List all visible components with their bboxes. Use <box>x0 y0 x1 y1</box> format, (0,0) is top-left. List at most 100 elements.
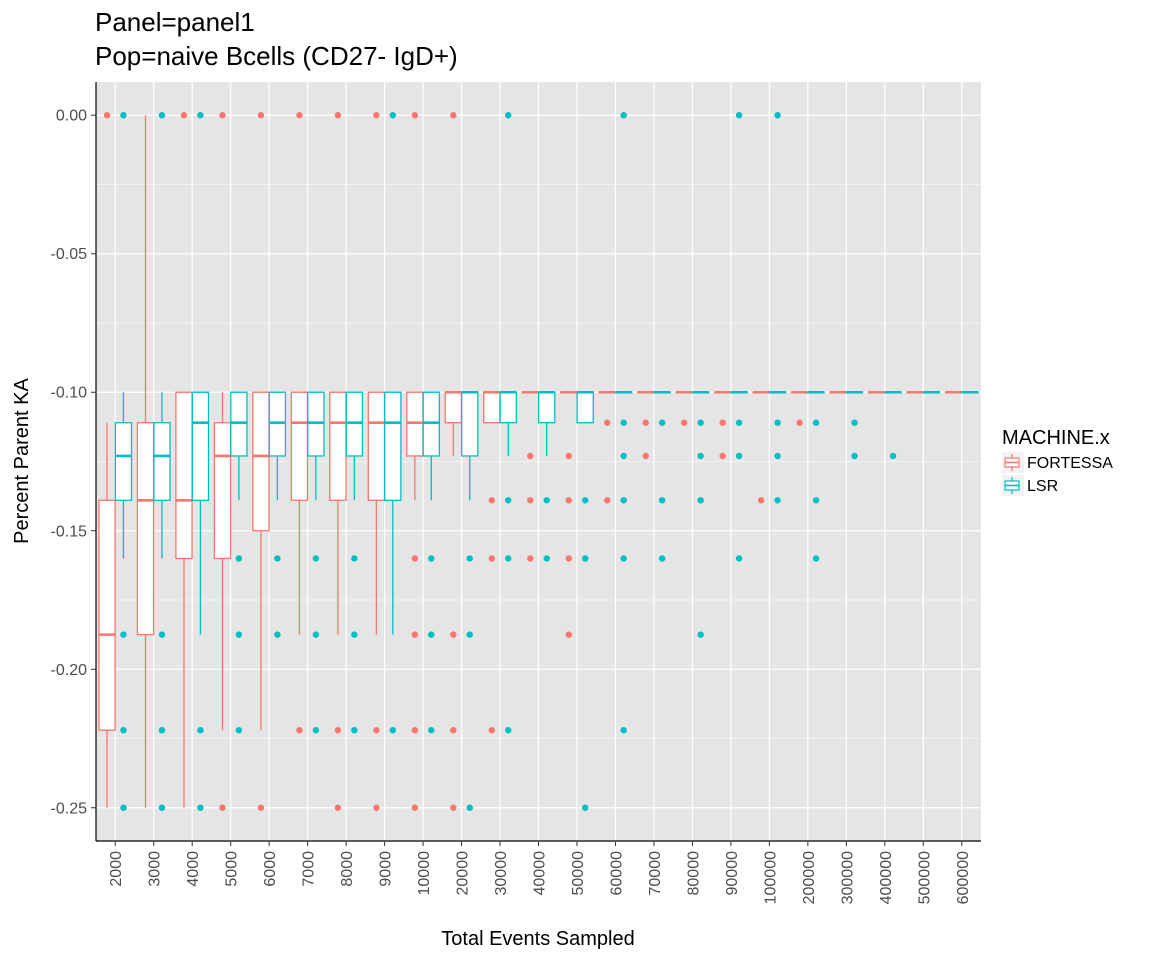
outlier-lsr <box>889 452 897 460</box>
x-tick-label: 90000 <box>724 851 741 896</box>
outlier-lsr <box>505 555 512 562</box>
box-lsr-4000 <box>191 391 210 635</box>
box-iqr <box>499 391 517 424</box>
outlier-lsr <box>120 631 127 638</box>
outlier-fortessa <box>565 555 572 562</box>
outlier-lsr <box>774 419 781 426</box>
outlier-fortessa <box>604 497 611 504</box>
x-tick-label: 100000 <box>762 851 779 904</box>
box-lsr-70000 <box>653 390 671 394</box>
outlier-fortessa <box>334 804 342 811</box>
box-lsr-8000 <box>345 391 364 501</box>
box-iqr <box>213 422 232 560</box>
box-lsr-90000 <box>730 390 748 394</box>
outlier-fortessa <box>488 726 496 734</box>
x-tick-label: 5000 <box>224 851 241 887</box>
outlier-fortessa <box>334 726 342 734</box>
legend-label-lsr: LSR <box>1027 478 1058 495</box>
x-tick-label: 600000 <box>955 851 972 904</box>
y-tick-label: -0.20 <box>51 662 88 679</box>
box-fortessa-30000 <box>483 390 501 424</box>
x-tick-label: 60000 <box>608 851 625 896</box>
outlier-lsr <box>581 497 589 504</box>
outlier-fortessa <box>680 419 688 426</box>
x-tick-label: 6000 <box>262 851 279 887</box>
box-lsr-10000 <box>422 391 441 501</box>
box-iqr <box>345 391 364 457</box>
box-iqr <box>406 391 424 457</box>
box-lsr-50000 <box>576 390 594 424</box>
outlier-fortessa <box>604 419 611 426</box>
box-fortessa-70000 <box>636 390 655 394</box>
outlier-fortessa <box>219 112 226 119</box>
outlier-fortessa <box>488 497 496 504</box>
outlier-lsr <box>735 452 743 460</box>
box-fortessa-5000 <box>213 392 232 731</box>
outlier-lsr <box>389 112 397 119</box>
outlier-lsr <box>697 631 704 638</box>
box-iqr <box>230 391 248 457</box>
outlier-lsr <box>812 419 820 426</box>
outlier-lsr <box>620 419 627 426</box>
x-tick-label: 400000 <box>878 851 895 904</box>
outlier-lsr <box>581 804 589 811</box>
box-fortessa-2000 <box>98 422 116 808</box>
outlier-lsr <box>505 497 512 504</box>
x-tick-label: 300000 <box>839 851 856 904</box>
box-lsr-9000 <box>384 391 402 635</box>
box-plots <box>98 115 979 808</box>
y-axis-ticks: 0.00 -0.05 -0.10 -0.15 -0.20 -0.25 <box>51 108 96 817</box>
outlier-lsr <box>697 452 704 460</box>
outlier-fortessa <box>450 631 457 638</box>
outlier-fortessa <box>296 726 303 734</box>
box-lsr-300000 <box>845 390 864 394</box>
outlier-fortessa <box>450 112 457 119</box>
outlier-lsr <box>658 497 666 504</box>
outlier-fortessa <box>450 726 457 734</box>
outlier-lsr <box>620 497 627 504</box>
box-iqr <box>307 391 325 457</box>
box-lsr-5000 <box>230 391 248 501</box>
x-tick-label: 2000 <box>108 851 125 887</box>
y-tick-label: -0.15 <box>51 523 88 540</box>
outlier-lsr <box>620 555 627 562</box>
outlier-lsr <box>197 112 204 119</box>
outlier-lsr <box>197 726 204 734</box>
outlier-lsr <box>466 804 473 811</box>
outlier-lsr <box>351 555 358 562</box>
outlier-lsr <box>428 726 435 734</box>
box-lsr-500000 <box>922 390 941 394</box>
outlier-fortessa <box>565 631 572 638</box>
x-tick-label: 50000 <box>570 851 587 896</box>
outlier-lsr <box>235 726 243 734</box>
box-iqr <box>444 391 463 424</box>
outlier-lsr <box>158 112 166 119</box>
outlier-lsr <box>620 726 627 734</box>
outlier-lsr <box>428 631 435 638</box>
box-fortessa-60000 <box>598 390 616 394</box>
outlier-lsr <box>312 726 320 734</box>
outlier-lsr <box>774 112 781 119</box>
outlier-fortessa <box>565 497 572 504</box>
x-tick-label: 80000 <box>685 851 702 896</box>
legend-item-lsr: LSR <box>1002 475 1058 496</box>
y-tick-label: -0.25 <box>51 800 88 817</box>
box-iqr <box>136 422 155 636</box>
outlier-fortessa <box>219 804 226 811</box>
outlier-lsr <box>620 112 627 119</box>
box-iqr <box>191 391 210 501</box>
outlier-fortessa <box>642 452 649 460</box>
box-lsr-3000 <box>153 392 171 559</box>
outlier-lsr <box>620 452 627 460</box>
box-iqr <box>384 391 402 501</box>
outlier-lsr <box>812 555 820 562</box>
box-lsr-200000 <box>807 390 825 394</box>
outlier-lsr <box>466 631 473 638</box>
outlier-lsr <box>735 112 743 119</box>
outlier-lsr <box>120 804 127 811</box>
outlier-lsr <box>543 555 550 562</box>
outlier-fortessa <box>565 452 572 460</box>
outlier-lsr <box>351 631 358 638</box>
box-fortessa-500000 <box>906 390 924 394</box>
outlier-fortessa <box>719 419 726 426</box>
